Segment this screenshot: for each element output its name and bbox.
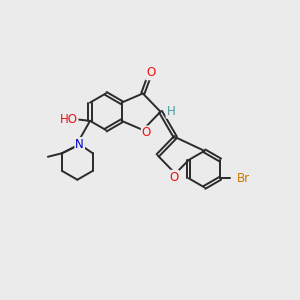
Text: Br: Br [236,172,250,185]
Text: H: H [167,105,175,118]
Text: N: N [75,138,84,151]
Text: HO: HO [59,113,77,126]
Text: O: O [169,171,178,184]
Text: O: O [146,66,155,80]
Text: O: O [142,126,151,140]
